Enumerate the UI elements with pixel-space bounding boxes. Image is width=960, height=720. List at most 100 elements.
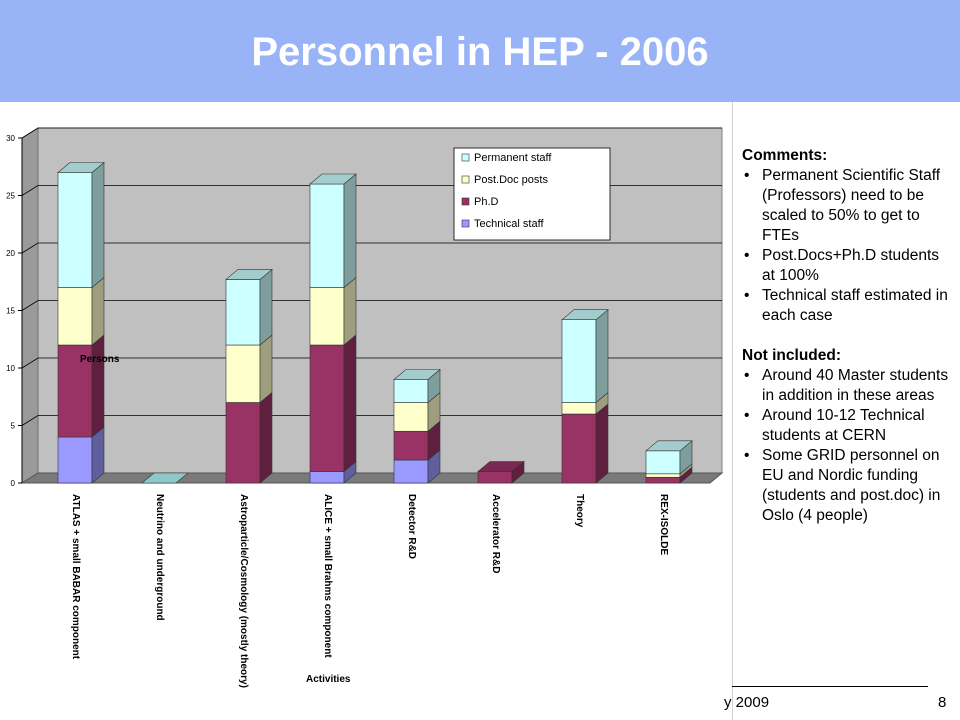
- bar-side: [259, 334, 273, 404]
- legend-swatch: [461, 153, 470, 162]
- chart-walls: [20, 127, 724, 484]
- bar-front: [393, 379, 429, 403]
- bar-front: [393, 459, 429, 484]
- comment-item: Permanent Scientific Staff (Professors) …: [742, 166, 956, 246]
- legend-swatch: [461, 219, 470, 228]
- bar-segment: [393, 449, 441, 484]
- bar-front: [561, 413, 597, 484]
- bar-top: [477, 461, 525, 472]
- bar-side: [259, 391, 273, 484]
- bar-segment: [645, 440, 693, 475]
- bar-segment: [225, 334, 273, 404]
- bar-side: [259, 268, 273, 346]
- legend-box: [453, 147, 611, 241]
- legend-swatch: [461, 175, 470, 184]
- bar-front: [309, 344, 345, 472]
- bar-front: [645, 473, 681, 478]
- bar-side: [91, 161, 105, 289]
- x-tick-labels: ATLAS + small BABAR component Neutrino an…: [70, 494, 669, 688]
- bar-top: [225, 269, 273, 280]
- bar-segment: [225, 391, 273, 484]
- gridline: [21, 242, 722, 254]
- bar-segment: [393, 420, 441, 461]
- bar-segment: [561, 309, 609, 404]
- bar-segment: [57, 334, 105, 438]
- bar-side: [343, 173, 357, 289]
- x-tick-label: Neutrino and underground: [154, 494, 165, 621]
- bar-top: [393, 369, 441, 380]
- page-number: 8: [938, 694, 947, 711]
- bar-front: [57, 172, 93, 288]
- bar-front: [645, 476, 681, 484]
- gridline: [21, 415, 722, 426]
- not-included-item: Some GRID personnel on EU and Nordic fun…: [742, 446, 956, 526]
- gridline: [21, 300, 722, 311]
- bar-front: [393, 430, 429, 461]
- bar-segment: [57, 161, 105, 289]
- comments-panel: Comments: Permanent Scientific Staff (Pr…: [742, 146, 956, 526]
- bar-side: [91, 334, 105, 438]
- bar-segment: [309, 276, 357, 346]
- x-tick-label: ATLAS + small BABAR component: [70, 494, 81, 660]
- x-tick-label: Astroparticle/Cosmology (mostly theory): [238, 494, 249, 688]
- not-included-item: Around 40 Master students in addition in…: [742, 366, 956, 406]
- bar-front: [477, 471, 513, 484]
- bar-top: [309, 173, 357, 185]
- legend-label: Technical staff: [474, 218, 544, 230]
- y-tick-label: 0: [11, 479, 16, 488]
- bar-front: [309, 183, 345, 288]
- y-axis-label: Persons: [80, 354, 120, 365]
- bars: [57, 161, 693, 484]
- bar-side: [595, 403, 609, 484]
- footer-date: y 2009: [724, 694, 770, 711]
- x-tick-label: REX-ISOLDE: [658, 494, 669, 555]
- x-tick-label: Accelerator R&D: [490, 494, 501, 573]
- bar-top: [57, 162, 105, 173]
- y-tick-label: 25: [6, 192, 15, 201]
- bar-front: [225, 279, 261, 346]
- bar-front: [225, 402, 261, 484]
- comments-list: Permanent Scientific Staff (Professors) …: [742, 166, 956, 326]
- bar-front: [57, 344, 93, 438]
- bar-front: [57, 287, 93, 346]
- y-tick-label: 15: [6, 307, 15, 316]
- bar-top: [141, 472, 189, 484]
- floor: [20, 472, 724, 484]
- footer-rule: [732, 686, 928, 687]
- chart-area: 0 5 10 15 20 25 30 ATLAS + small BABAR compone…: [0, 102, 733, 720]
- gridline: [21, 127, 722, 139]
- legend: Permanent staff Post.Doc posts Ph.D Technic…: [453, 147, 611, 241]
- bar-side: [343, 276, 357, 346]
- bar-top: [561, 309, 609, 320]
- bar-segment: [225, 268, 273, 346]
- bar-front: [309, 471, 345, 484]
- bar-front: [309, 287, 345, 346]
- bar-front: [225, 344, 261, 403]
- bar-side: [91, 276, 105, 346]
- bar-top: [645, 440, 693, 452]
- bar-segment: [561, 403, 609, 484]
- gridline: [21, 357, 722, 369]
- y-tick-label: 5: [11, 422, 16, 431]
- x-tick-label: Theory: [574, 494, 585, 528]
- legend-label: Permanent staff: [474, 152, 552, 164]
- not-included-heading: Not included:: [742, 347, 842, 364]
- y-tick-labels: 0 5 10 15 20 25 30: [6, 134, 15, 488]
- comment-item: Post.Docs+Ph.D students at 100%: [742, 246, 956, 286]
- y-tick-label: 10: [6, 364, 15, 373]
- bar-front: [57, 436, 93, 484]
- not-included-item: Around 10-12 Technical students at CERN: [742, 406, 956, 446]
- bar-side: [595, 309, 609, 404]
- bar-front: [561, 319, 597, 403]
- bar-segment: [57, 276, 105, 346]
- comment-item: Technical staff estimated in each case: [742, 286, 956, 326]
- x-tick-label: ALICE + small Brahms component: [322, 494, 333, 658]
- bar-front: [393, 402, 429, 432]
- y-tick-label: 20: [6, 249, 15, 258]
- slide-title: Personnel in HEP - 2006: [251, 30, 709, 74]
- bar-segment: [309, 334, 357, 473]
- title-banner: [0, 0, 960, 102]
- bar-segment: [309, 173, 357, 289]
- stacked-bar-chart: 0 5 10 15 20 25 30 ATLAS + small BABAR compone…: [6, 127, 724, 688]
- bar-front: [561, 402, 597, 415]
